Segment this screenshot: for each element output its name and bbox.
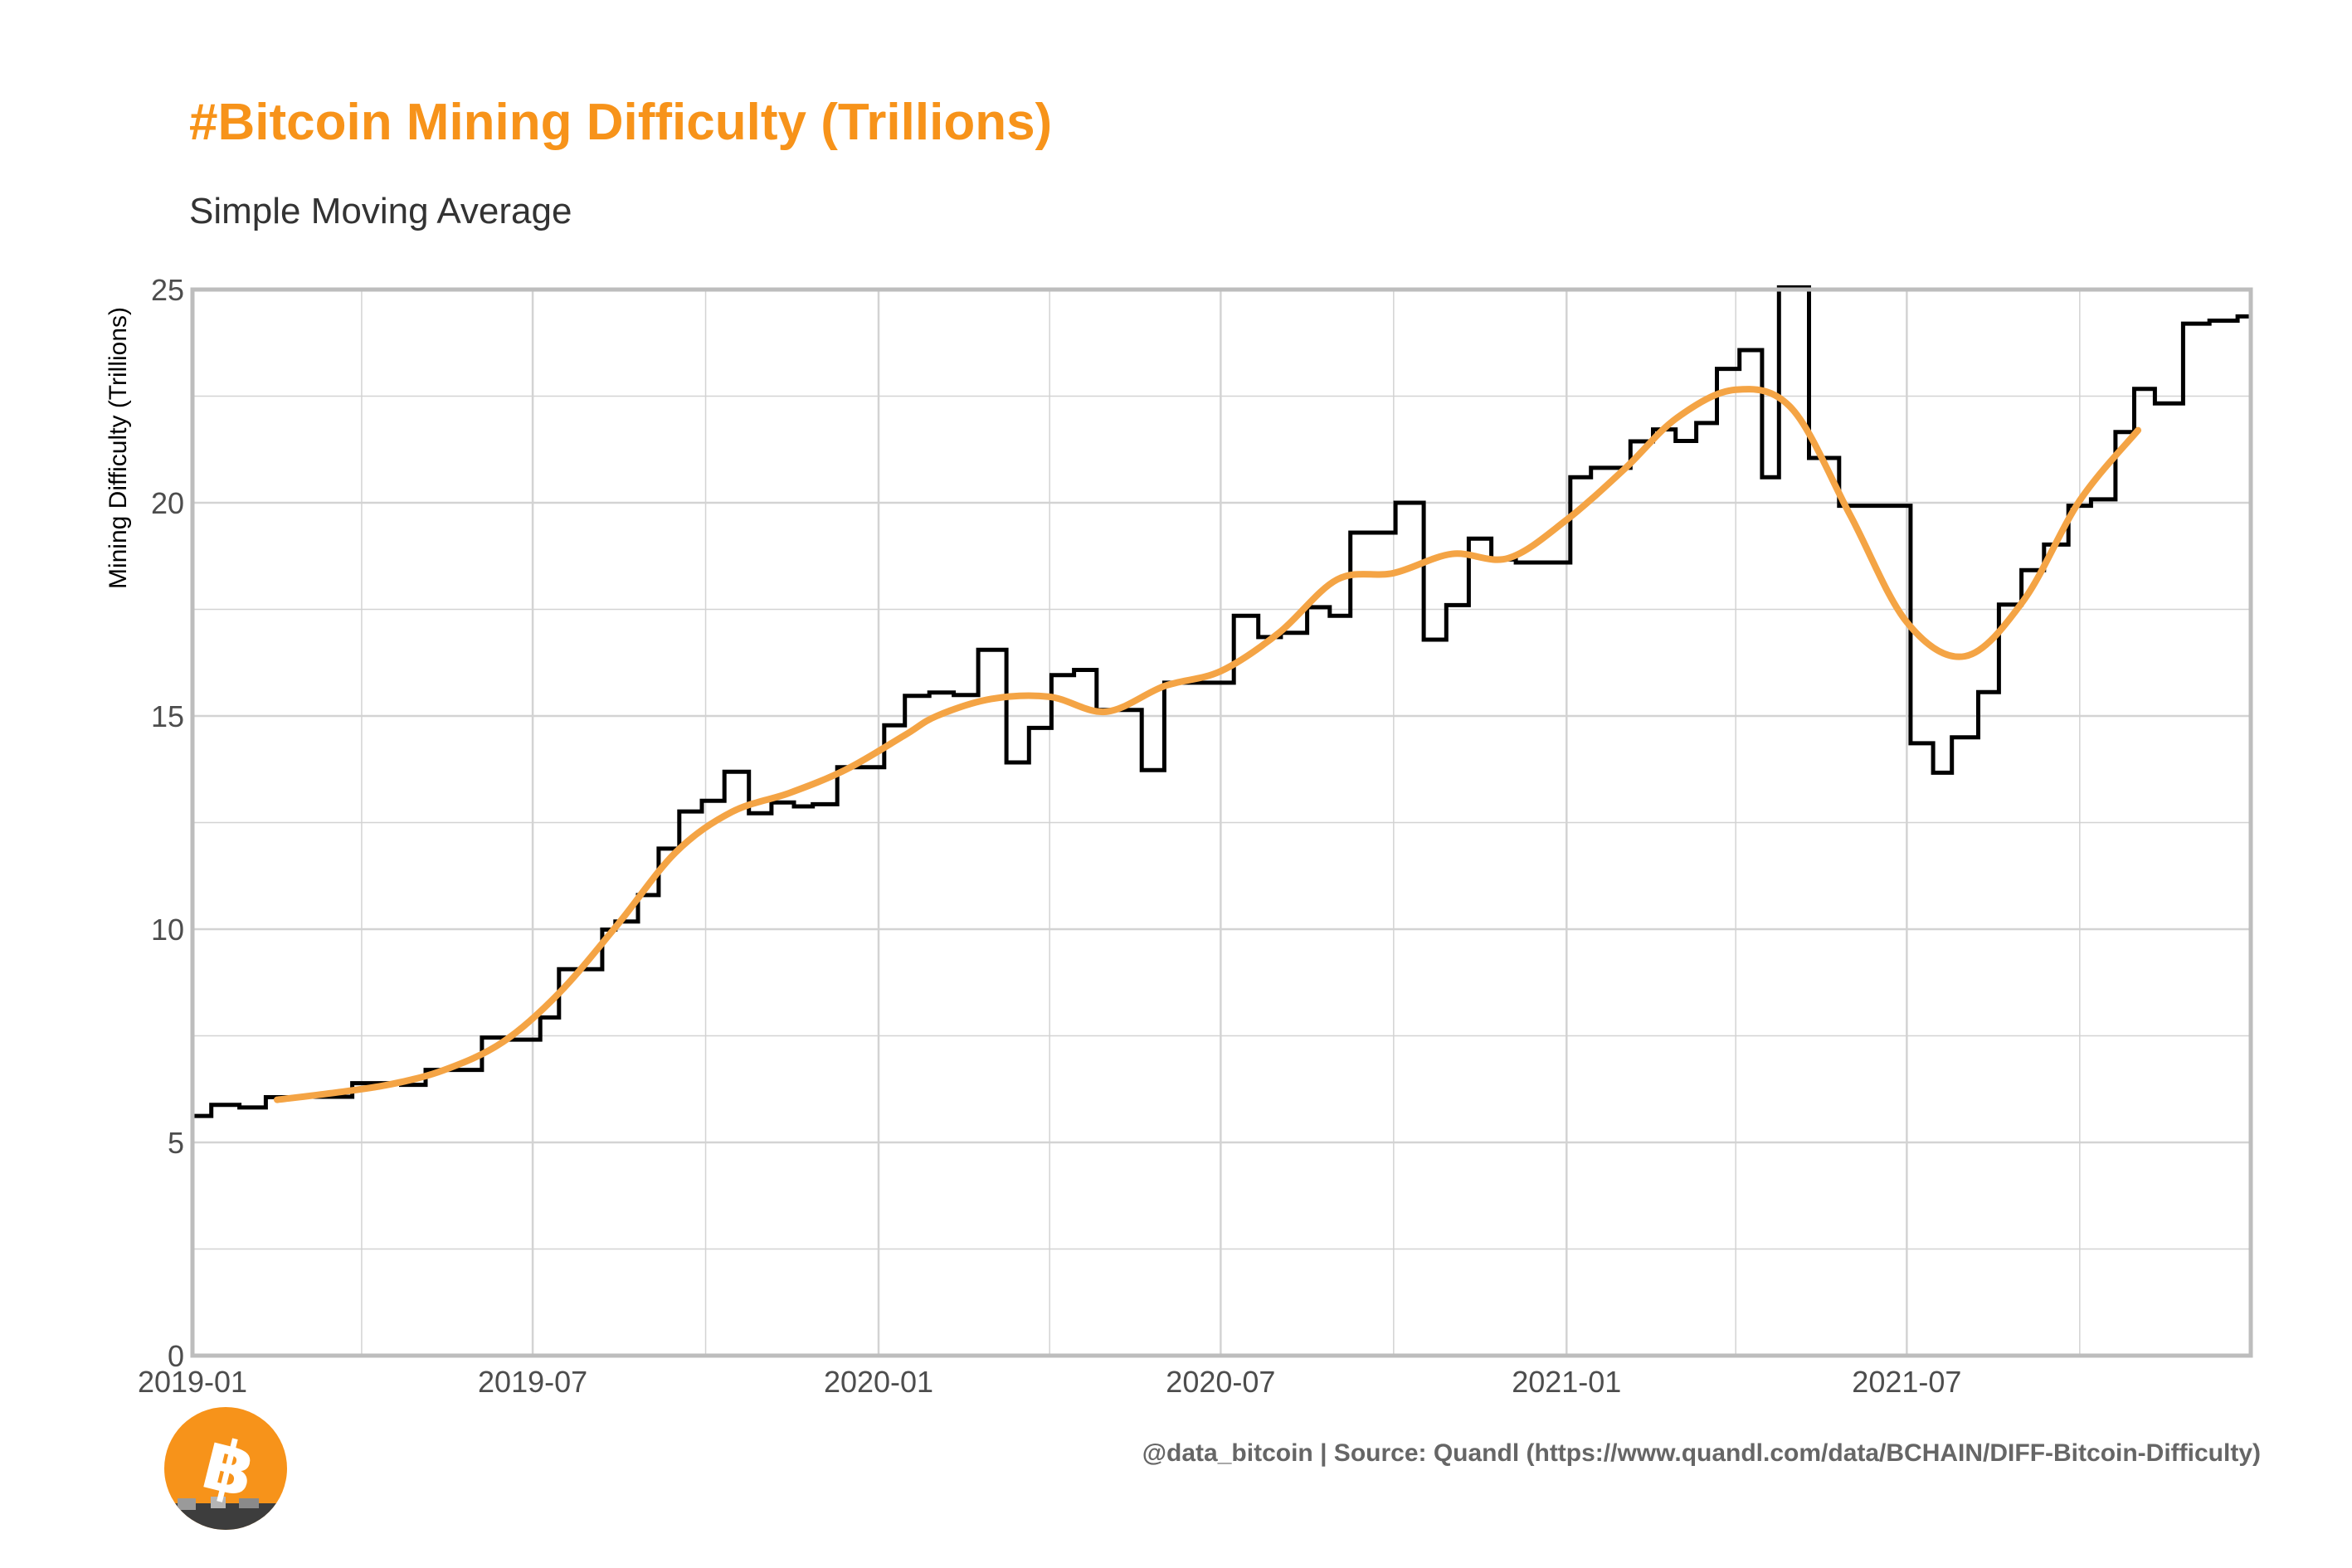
y-tick-label: 0 [168,1339,184,1373]
x-tick-label: 2021-07 [1852,1365,1961,1399]
y-tick-label: 20 [151,486,184,520]
chart-subtitle: Simple Moving Average [189,191,572,231]
y-tick-label: 25 [151,273,184,307]
chart-title: #Bitcoin Mining Difficulty (Trillions) [189,94,1053,151]
y-axis-label: Mining Difficulty (Trillions) [105,307,132,589]
x-tick-label: 2019-01 [138,1365,247,1399]
y-tick-label: 15 [151,699,184,733]
grid-lines [191,288,2251,1357]
x-tick-label: 2020-01 [824,1365,933,1399]
y-tick-label: 10 [151,913,184,947]
bitcoin-logo-icon: ฿ [163,1405,289,1531]
x-tick-label: 2020-07 [1166,1365,1275,1399]
source-caption: @data_bitcoin | Source: Quandl (https://… [1142,1439,2261,1467]
y-axis-ticks: 0 5 10 15 20 25 [151,273,184,1373]
x-tick-label: 2019-07 [478,1365,587,1399]
y-tick-label: 5 [168,1126,184,1160]
difficulty-step-line [192,285,2251,1118]
moving-average-line [274,386,2142,1103]
x-axis-ticks: 2019-01 2019-07 2020-01 2020-07 2021-01 2021-… [138,1365,1961,1399]
data-series [192,285,2251,1118]
plot-panel-border [190,287,2253,1358]
x-tick-label: 2021-01 [1512,1365,1621,1399]
